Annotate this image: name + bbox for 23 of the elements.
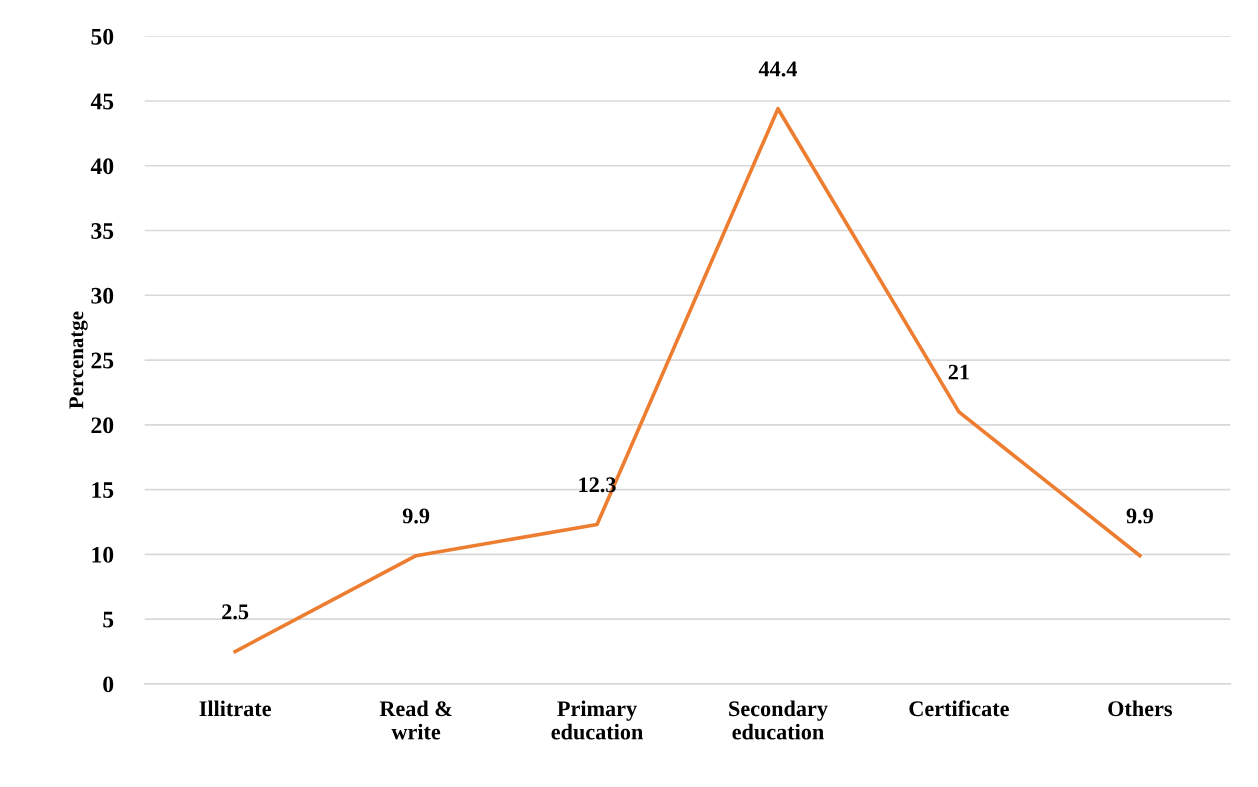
x-tick-label: Illitrate xyxy=(199,700,271,717)
y-axis-title: Percenatge xyxy=(69,311,88,409)
y-tick-label: 5 xyxy=(103,611,114,628)
y-tick-label: 40 xyxy=(90,158,114,175)
y-tick-label: 35 xyxy=(91,223,114,239)
y-tick-label: 30 xyxy=(91,287,114,304)
y-tick-label: 15 xyxy=(92,482,114,499)
data-label: 21 xyxy=(948,364,969,380)
x-tick-label: Others xyxy=(1108,700,1173,717)
data-label: 44.4 xyxy=(758,61,797,77)
y-tick-label: 20 xyxy=(91,417,114,434)
y-tick-label: 10 xyxy=(92,546,114,563)
data-label: 2.5 xyxy=(222,604,249,620)
y-tick-label: 50 xyxy=(91,28,114,45)
y-tick-label: 0 xyxy=(103,676,114,693)
x-tick-label: Read & write xyxy=(379,700,452,740)
data-label: 9.9 xyxy=(402,508,430,524)
data-label: 9.9 xyxy=(1126,508,1153,524)
y-tick-label: 25 xyxy=(91,352,114,369)
x-tick-label: Certificate xyxy=(909,700,1009,717)
x-tick-label: Primary education xyxy=(551,700,643,740)
y-tick-label: 45 xyxy=(90,93,114,110)
x-tick-label: Secondary education xyxy=(729,700,828,740)
